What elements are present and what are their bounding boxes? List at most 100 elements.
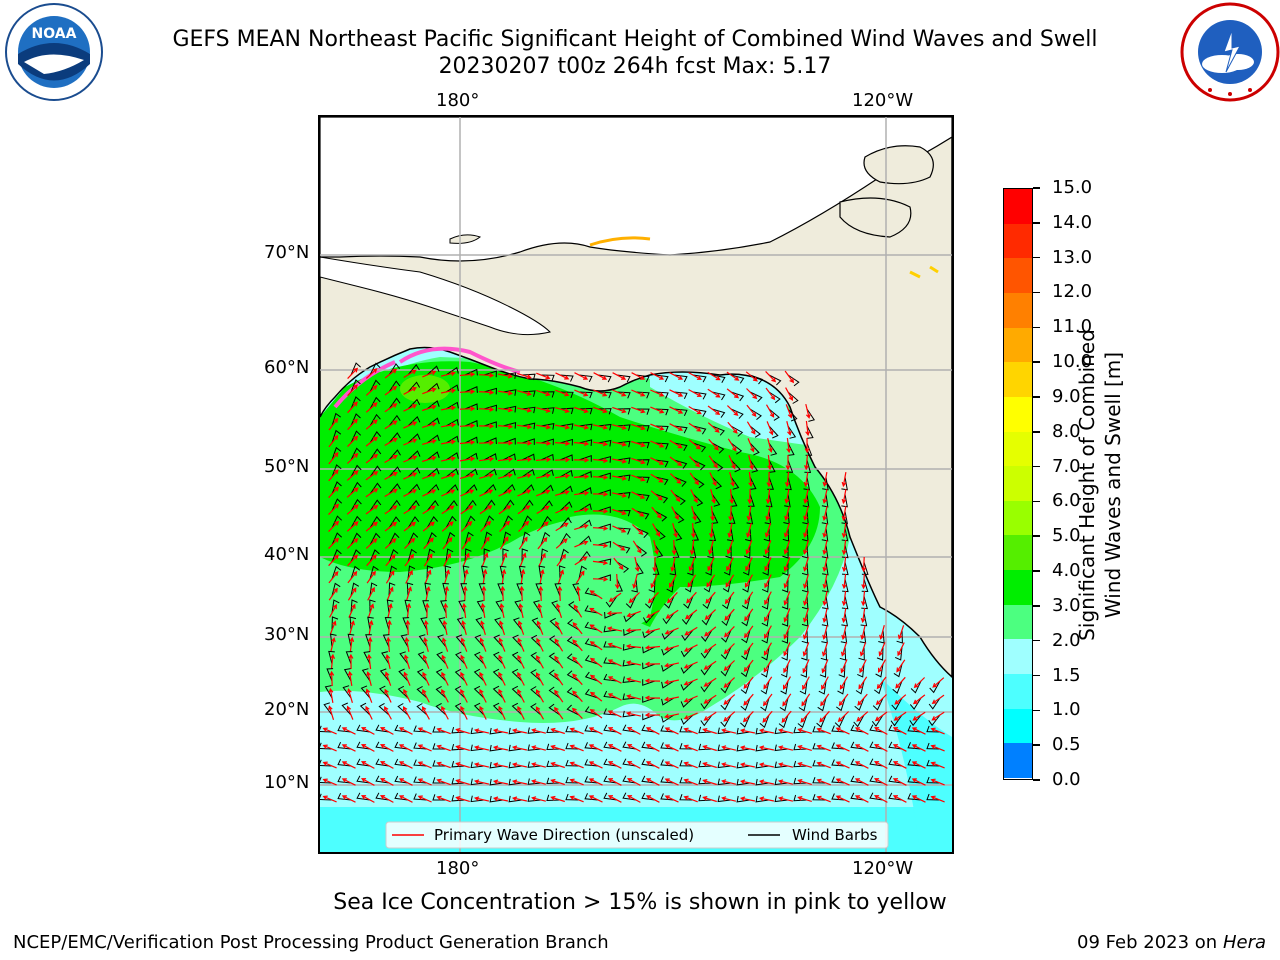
wave-direction-arrow: [683, 661, 698, 669]
wind-barb: [661, 629, 675, 640]
wave-direction-arrow: [802, 642, 810, 657]
wave-direction-arrow: [365, 402, 378, 413]
wave-direction-arrow: [535, 440, 552, 446]
wave-direction-arrow: [473, 796, 490, 802]
wave-direction-arrow: [745, 557, 753, 572]
wind-barb: [330, 633, 337, 648]
wave-direction-arrow: [441, 505, 455, 515]
wave-direction-arrow: [573, 457, 590, 463]
wave-direction-arrow: [650, 473, 664, 483]
wave-direction-arrow: [767, 454, 773, 471]
wind-barb: [426, 548, 436, 563]
wave-direction-arrow: [398, 761, 413, 769]
wave-direction-arrow: [441, 671, 449, 686]
wave-direction-arrow: [511, 762, 528, 768]
wave-direction-arrow: [607, 710, 622, 718]
wind-barb: [320, 725, 333, 733]
wave-direction-arrow: [322, 727, 337, 735]
wave-direction-arrow: [608, 592, 622, 603]
wave-direction-arrow: [555, 407, 570, 413]
wind-barb: [384, 616, 392, 631]
wind-barb: [331, 498, 343, 512]
wave-direction-arrow: [878, 642, 886, 657]
wave-direction-arrow: [822, 625, 828, 640]
wind-barb: [821, 612, 829, 627]
wave-direction-arrow: [702, 762, 717, 769]
wind-barb: [654, 476, 669, 486]
wave-direction-arrow: [763, 676, 773, 690]
wind-barb: [533, 600, 542, 614]
wave-direction-arrow: [786, 437, 792, 454]
wave-direction-arrow: [822, 556, 828, 573]
wave-direction-arrow: [328, 469, 339, 482]
wind-barb: [768, 391, 781, 404]
wave-direction-arrow: [346, 470, 359, 481]
wave-direction-arrow: [365, 385, 378, 396]
wind-barb: [721, 629, 732, 643]
wind-barb: [350, 464, 362, 478]
wave-direction-arrow: [554, 638, 564, 652]
wind-barb: [822, 578, 829, 593]
wave-direction-arrow: [360, 795, 375, 803]
wave-direction-arrow: [625, 711, 642, 717]
wave-direction-arrow: [379, 761, 394, 769]
wave-direction-arrow: [536, 620, 544, 635]
wave-direction-arrow: [574, 540, 589, 548]
wind-barb: [328, 650, 335, 665]
wave-direction-arrow: [707, 405, 721, 416]
wave-direction-arrow: [835, 795, 850, 803]
wind-barb: [554, 583, 562, 597]
wave-direction-arrow: [683, 678, 698, 686]
wind-barb: [584, 638, 599, 648]
wind-barb: [907, 793, 922, 801]
wave-direction-arrow: [538, 585, 544, 602]
wind-barb: [720, 697, 732, 711]
wind-barb: [850, 758, 865, 767]
wind-barb: [730, 459, 741, 473]
wave-direction-arrow: [517, 637, 525, 652]
wind-barb: [413, 776, 428, 784]
wave-direction-arrow: [746, 388, 758, 400]
wind-barb: [375, 741, 390, 750]
wave-direction-arrow: [652, 523, 660, 538]
wind-barb: [760, 680, 770, 695]
wave-direction-arrow: [482, 568, 488, 584]
wave-direction-arrow: [758, 779, 775, 785]
wind-barb: [489, 761, 504, 769]
wind-barb: [445, 384, 459, 393]
wave-direction-arrow: [729, 488, 735, 505]
wave-direction-arrow: [385, 570, 395, 584]
wave-direction-arrow: [573, 424, 590, 430]
wave-direction-arrow: [784, 488, 790, 505]
wind-barb: [858, 646, 865, 661]
wave-direction-arrow: [436, 744, 451, 752]
wind-barb: [566, 636, 580, 648]
wave-direction-arrow: [631, 507, 645, 517]
wind-barb: [654, 408, 669, 416]
wave-direction-arrow: [536, 689, 545, 703]
lat-label-30n: 30°N: [264, 624, 310, 645]
wave-direction-arrow: [424, 602, 430, 619]
wave-direction-arrow: [550, 795, 565, 803]
wind-barb: [478, 583, 486, 597]
wind-barb: [787, 391, 799, 404]
wave-direction-arrow: [386, 586, 394, 601]
wind-barb: [407, 532, 419, 546]
wind-barb: [494, 617, 504, 631]
wave-direction-arrow: [572, 622, 583, 635]
wave-direction-arrow: [783, 591, 791, 606]
wind-barb: [841, 476, 848, 491]
wave-direction-arrow: [612, 541, 626, 551]
colorbar: [1003, 188, 1033, 780]
wind-barb: [820, 646, 828, 661]
wind-barb: [874, 680, 884, 695]
wind-barb: [331, 565, 342, 580]
wave-direction-arrow: [632, 574, 638, 589]
wind-barb: [559, 374, 574, 382]
wave-direction-arrow: [365, 521, 378, 532]
wind-barb: [521, 468, 535, 478]
chart-title: GEFS MEAN Northeast Pacific Significant …: [172, 27, 1098, 52]
wind-barb: [603, 625, 618, 633]
wave-direction-arrow: [797, 728, 812, 734]
wave-direction-arrow: [379, 744, 394, 752]
